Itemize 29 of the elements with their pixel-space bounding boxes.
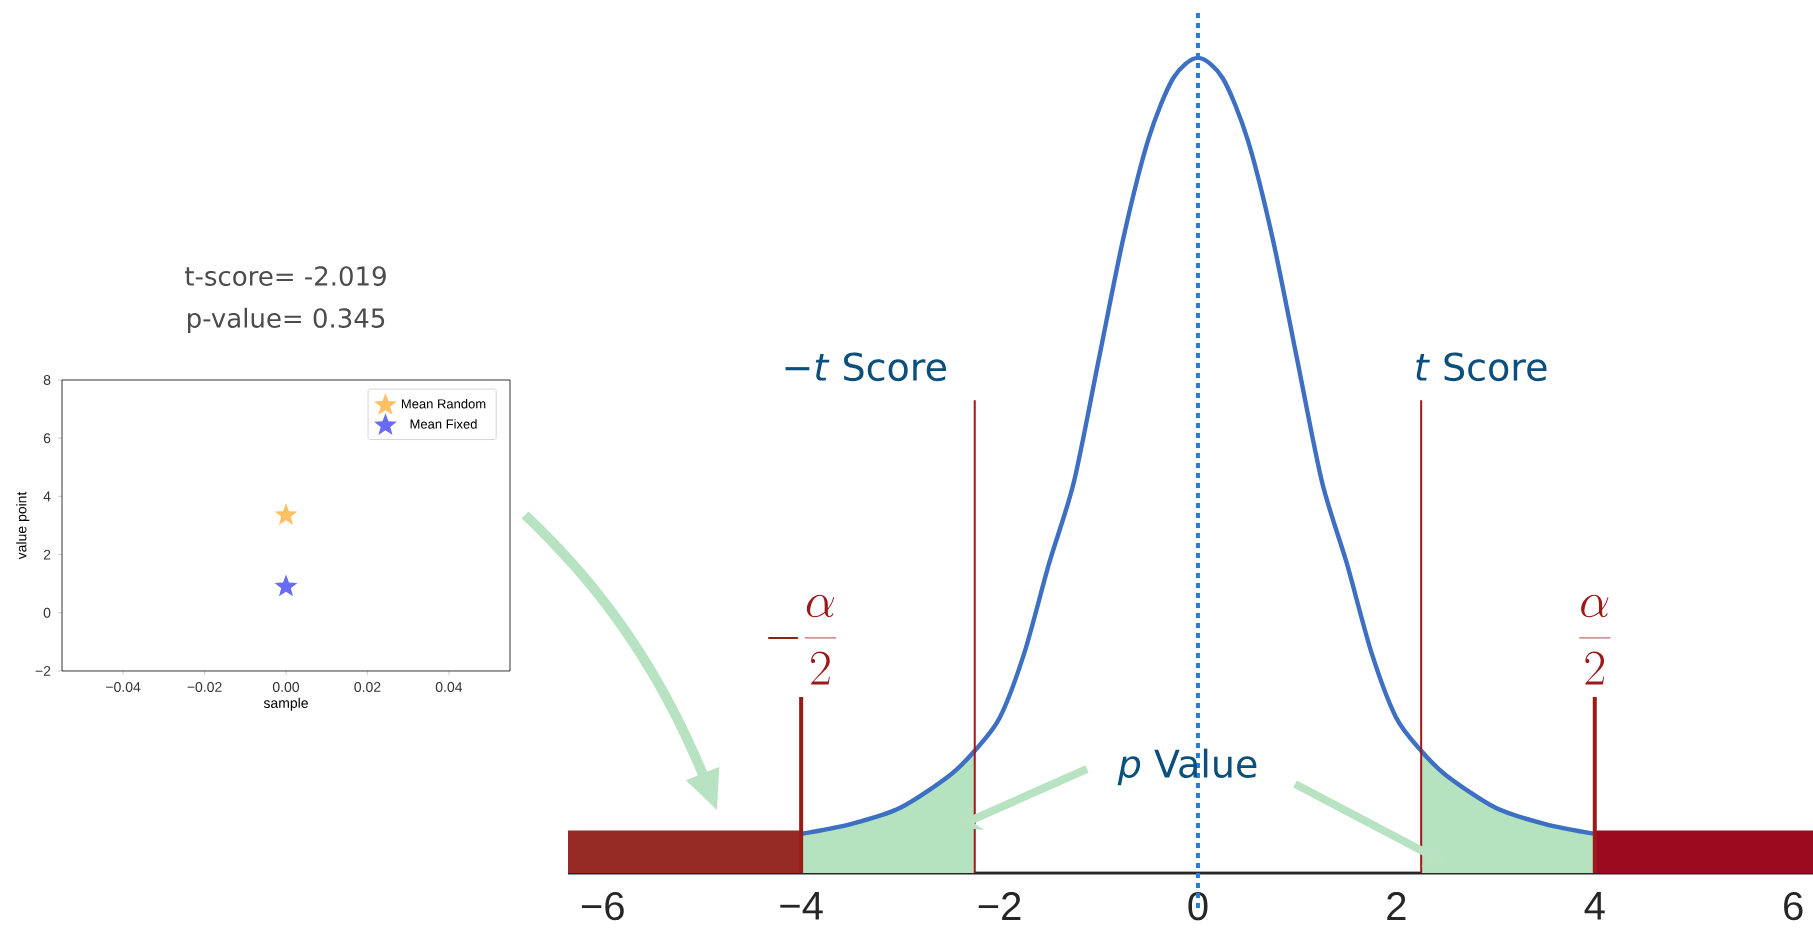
y-axis-title: value point xyxy=(16,491,30,560)
annotation: p Value xyxy=(1117,748,1257,786)
x-tick-label: 6 xyxy=(1784,892,1803,921)
chart-subtitle: p-value= 0.345 xyxy=(188,307,385,333)
x-tick-label: −6 xyxy=(581,892,624,921)
y-tick-label: −2 xyxy=(35,666,51,676)
y-tick-label: 6 xyxy=(43,433,51,444)
ref-line-label: $\frac{\alpha}{2}$ xyxy=(1579,594,1611,685)
x-tick-label: 0.04 xyxy=(435,682,463,692)
legend-label: Mean Random xyxy=(401,398,486,409)
x-tick-label: 0 xyxy=(1188,892,1208,921)
x-tick-label: −2 xyxy=(978,892,1021,920)
x-tick-label: −0.04 xyxy=(106,682,141,692)
y-tick-label: 8 xyxy=(43,375,51,385)
ref-line-label: $-\frac{\alpha}{2}$ xyxy=(767,594,837,685)
x-tick-label: −4 xyxy=(780,892,823,920)
y-tick-label: 4 xyxy=(43,491,51,502)
y-tick-label: 2 xyxy=(43,549,51,560)
x-tick-label: 4 xyxy=(1584,892,1605,920)
annotation: −t Score xyxy=(785,352,946,382)
y-tick-label: 0 xyxy=(43,607,51,618)
x-tick-label: −0.02 xyxy=(187,682,222,692)
x-tick-label: 0.02 xyxy=(354,682,381,692)
x-axis-title: sample xyxy=(263,697,308,711)
x-tick-label: 2 xyxy=(1387,892,1406,920)
annotation: t Score xyxy=(1416,352,1547,382)
x-tick-label: 0.00 xyxy=(272,682,300,692)
legend-label: Mean Fixed xyxy=(410,419,477,429)
chart-title: t-score= -2.019 xyxy=(185,266,386,286)
